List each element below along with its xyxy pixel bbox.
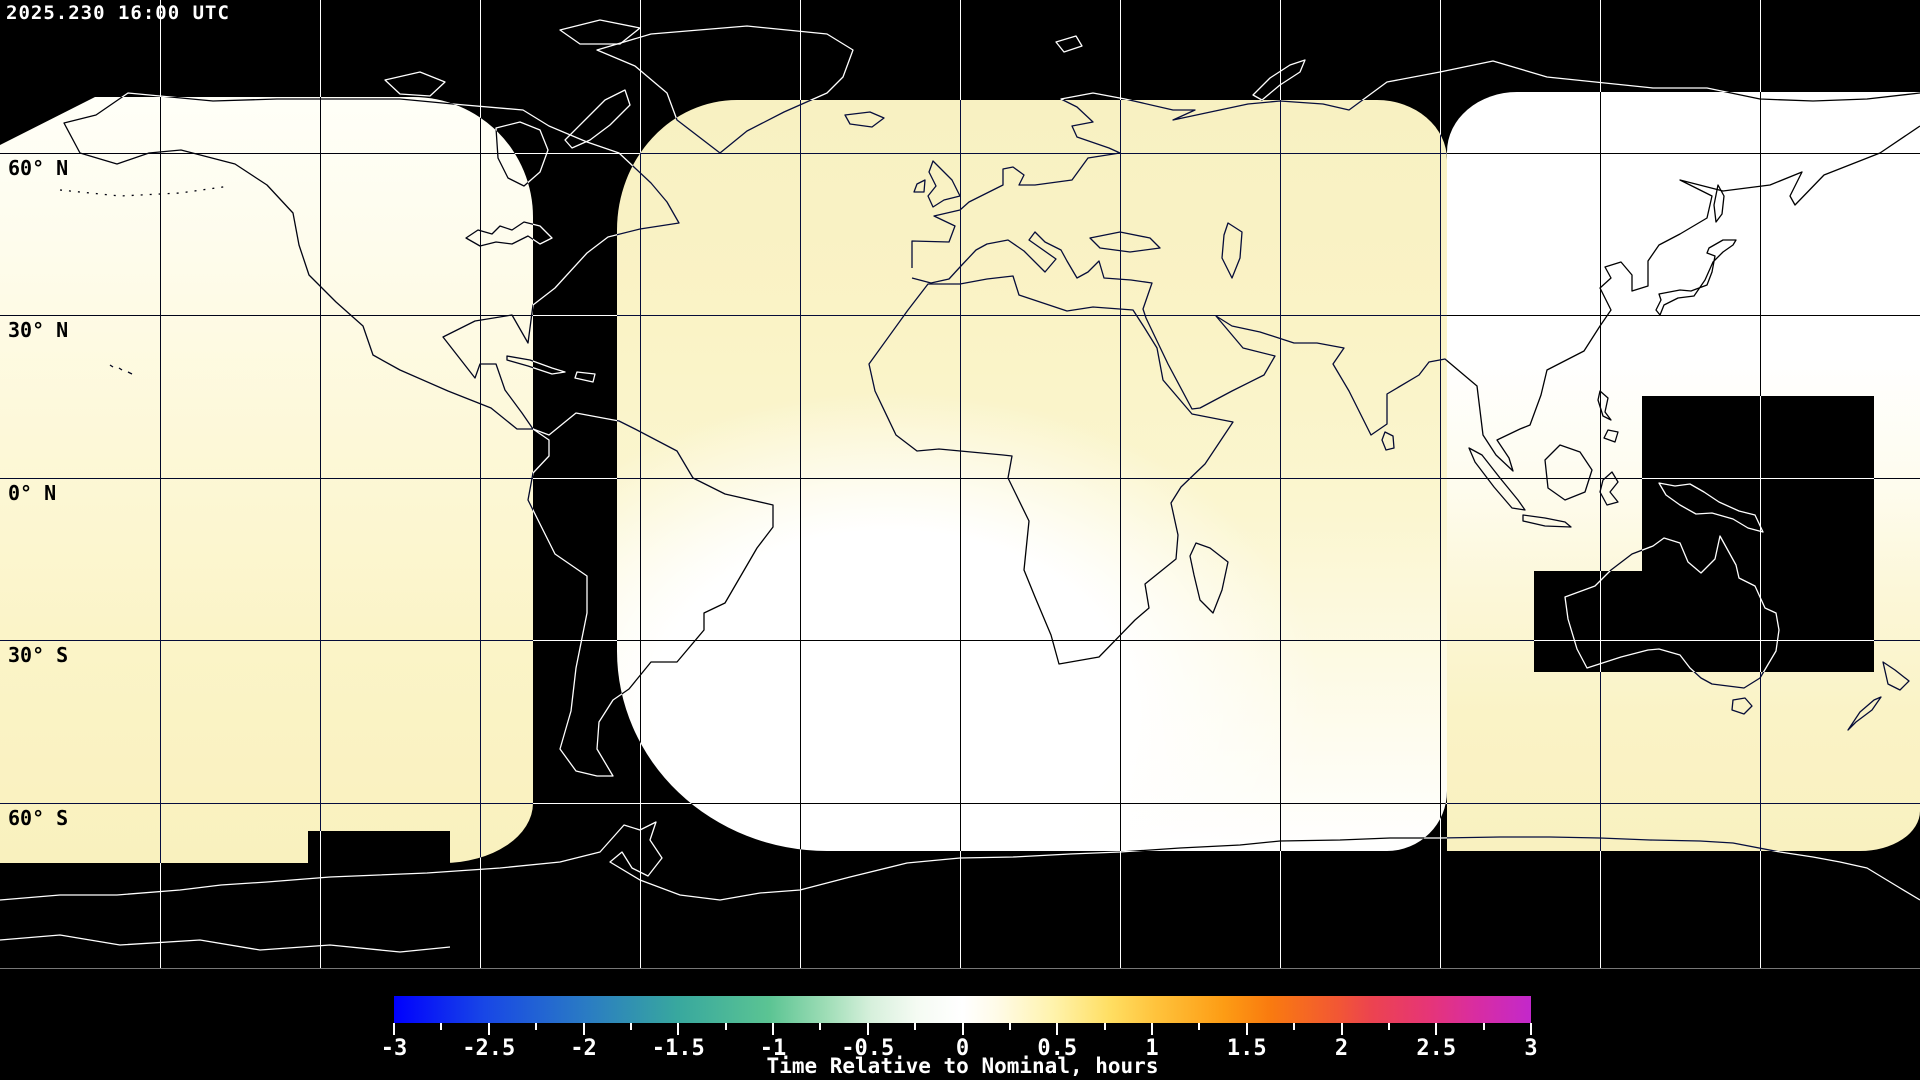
colorbar-minor-tick bbox=[1198, 1023, 1201, 1030]
data-gap-west-pacific bbox=[1642, 396, 1874, 672]
colorbar-tick-label: -3 bbox=[380, 1036, 408, 1061]
colorbar: Time Relative to Nominal, hours -3 -2.5 -2… bbox=[381, 996, 1538, 1080]
colorbar-minor-tick bbox=[629, 1023, 632, 1030]
latitude-label: 60° N bbox=[8, 156, 69, 180]
colorbar-major-tick bbox=[1151, 1023, 1153, 1035]
colorbar-tick-label: -2.5 bbox=[462, 1036, 516, 1061]
colorbar-major-tick bbox=[1245, 1023, 1248, 1035]
colorbar-major-tick bbox=[582, 1023, 585, 1035]
colorbar-major-tick bbox=[393, 1023, 395, 1035]
colorbar-tick-label: 0.5 bbox=[1037, 1036, 1078, 1061]
colorbar-minor-tick bbox=[1103, 1023, 1106, 1030]
colorbar-tick-label: 2 bbox=[1334, 1036, 1349, 1061]
latitude-label: 30° N bbox=[8, 318, 69, 342]
colorbar-tick-label: 3 bbox=[1524, 1036, 1538, 1061]
latitude-label: 60° S bbox=[8, 806, 69, 830]
colorbar-minor-tick bbox=[724, 1023, 727, 1030]
colorbar-major-tick bbox=[1530, 1023, 1532, 1035]
colorbar-tick-label: -0.5 bbox=[841, 1036, 895, 1061]
colorbar-tick-label: 1.5 bbox=[1226, 1036, 1267, 1061]
colorbar-minor-tick bbox=[1293, 1023, 1296, 1030]
timestamp: 2025.230 16:00 UTC bbox=[6, 2, 230, 24]
colorbar-major-tick bbox=[866, 1023, 869, 1035]
colorbar-gradient bbox=[394, 996, 1531, 1023]
colorbar-minor-tick bbox=[1482, 1023, 1485, 1030]
colorbar-tick-label: 1 bbox=[1145, 1036, 1159, 1061]
colorbar-major-tick bbox=[1435, 1023, 1438, 1035]
colorbar-major-tick bbox=[1056, 1023, 1059, 1035]
colorbar-major-tick bbox=[1340, 1023, 1343, 1035]
colorbar-tick-label: -2 bbox=[570, 1036, 597, 1061]
colorbar-minor-tick bbox=[1387, 1023, 1390, 1030]
colorbar-minor-tick bbox=[440, 1023, 443, 1030]
latitude-label: 0° N bbox=[8, 481, 57, 505]
colorbar-major-tick bbox=[961, 1023, 964, 1035]
coverage-swath-west bbox=[0, 97, 533, 863]
latitude-label: 30° S bbox=[8, 643, 69, 667]
colorbar-tick-label: -1.5 bbox=[651, 1036, 705, 1061]
colorbar-minor-tick bbox=[535, 1023, 538, 1030]
colorbar-tick-label: -1 bbox=[759, 1036, 787, 1061]
colorbar-major-tick bbox=[772, 1023, 774, 1035]
colorbar-title: Time Relative to Nominal, hours bbox=[766, 1054, 1159, 1078]
colorbar-minor-tick bbox=[819, 1023, 822, 1030]
colorbar-tick-label: 2.5 bbox=[1416, 1036, 1457, 1061]
world-map: 2025.230 16:00 UTC 60° N 30° N 0° N 30° S 60… bbox=[0, 0, 1920, 969]
data-gap-south-pacific bbox=[308, 831, 450, 864]
colorbar-major-tick bbox=[487, 1023, 490, 1035]
colorbar-minor-tick bbox=[1008, 1023, 1011, 1030]
coverage-swath-central bbox=[617, 100, 1447, 851]
data-gap-australia bbox=[1534, 571, 1642, 672]
colorbar-tick-label: 0 bbox=[955, 1036, 970, 1061]
colorbar-minor-tick bbox=[914, 1023, 917, 1030]
colorbar-major-tick bbox=[677, 1023, 680, 1035]
